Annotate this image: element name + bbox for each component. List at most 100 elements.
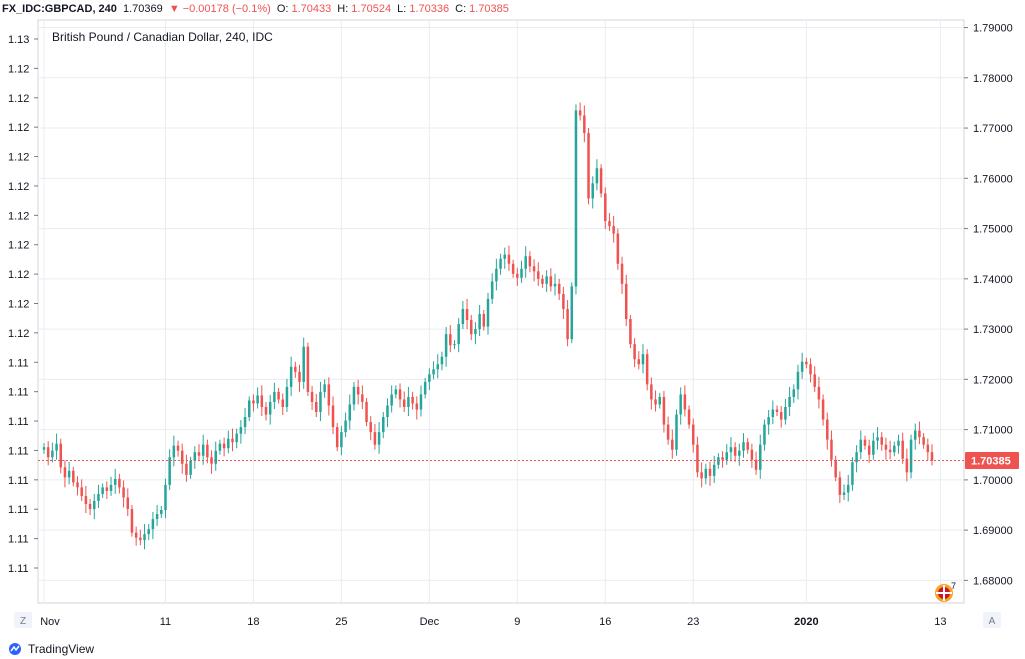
candle-body	[151, 519, 155, 530]
candle	[729, 437, 733, 462]
zoom-button[interactable]: Z	[14, 612, 32, 628]
candle	[666, 416, 670, 445]
candle-body	[645, 354, 649, 385]
candle-body	[846, 484, 850, 493]
tradingview-logo-icon[interactable]	[6, 642, 26, 656]
candle-body	[549, 276, 553, 287]
price-label-background	[965, 452, 1019, 470]
close-value: 1.70385	[469, 3, 509, 15]
plot-area[interactable]	[37, 19, 965, 604]
candle	[537, 262, 540, 286]
candle	[130, 504, 134, 537]
candle	[599, 164, 603, 198]
candle	[654, 390, 657, 412]
candle-body	[608, 221, 611, 227]
candle-body	[193, 452, 197, 461]
candle	[901, 432, 904, 464]
candle-body	[201, 444, 205, 456]
zoom-button-bg[interactable]	[14, 612, 32, 628]
candle-body	[809, 364, 812, 375]
candle	[624, 274, 628, 327]
candle-body	[909, 439, 913, 473]
candle	[315, 393, 318, 418]
candle-body	[277, 391, 280, 400]
candle-body	[365, 401, 368, 423]
candle	[298, 364, 301, 392]
auto-scale-button[interactable]: A	[983, 612, 1001, 628]
x-tick-label: 11	[160, 616, 171, 628]
candle	[650, 377, 653, 410]
candles	[42, 102, 934, 550]
price-chart[interactable]: 1.13 1.12 1.12 1.12 1.12 1.12 1.12 1.12 1.12 1.12…	[0, 0, 1025, 638]
candle-body	[118, 478, 121, 488]
candle	[160, 506, 163, 519]
right-tick-label: 1.69000	[973, 525, 1013, 537]
candle	[893, 441, 896, 457]
candle	[888, 440, 892, 460]
candle-body	[771, 409, 775, 418]
candle	[143, 524, 146, 550]
candle-body	[239, 427, 243, 434]
candle-body	[872, 440, 875, 455]
candle-body	[176, 445, 180, 451]
candle	[620, 256, 624, 294]
candle-body	[612, 226, 615, 234]
candle-body	[315, 401, 318, 413]
candle-body	[637, 359, 641, 365]
candle-body	[398, 389, 402, 400]
candle-body	[139, 537, 142, 541]
time-axis[interactable]: Nov 11 18 25 Dec 9 16 23 2020 13	[40, 616, 946, 628]
candle	[185, 454, 188, 482]
candle-body	[683, 394, 687, 410]
candle	[415, 396, 419, 420]
candle	[51, 442, 54, 463]
left-tick-label: 1.11	[8, 563, 29, 575]
candle	[566, 299, 569, 347]
left-tick-label: 1.11	[8, 357, 29, 369]
candle-body	[172, 445, 176, 458]
flag-badge[interactable]: 7	[935, 581, 956, 602]
chart-legend-title: British Pound / Canadian Dollar, 240, ID…	[52, 30, 273, 44]
candle-body	[800, 361, 804, 372]
symbol-name[interactable]: FX_IDC:GBPCAD, 240	[2, 3, 117, 15]
candle-body	[511, 263, 515, 274]
left-price-axis[interactable]: 1.13 1.12 1.12 1.12 1.12 1.12 1.12 1.12 1.12 1.12…	[8, 34, 38, 575]
candle-body	[880, 437, 883, 445]
candle-body	[130, 509, 134, 533]
candle-body	[696, 444, 699, 473]
right-tick-label: 1.70000	[973, 475, 1013, 487]
candle	[545, 270, 548, 292]
candle-body	[197, 452, 201, 456]
candle	[800, 352, 804, 379]
candle	[306, 342, 310, 396]
candle	[700, 462, 703, 488]
candle-body	[524, 256, 527, 269]
candle	[503, 247, 507, 269]
candle	[105, 481, 109, 499]
candle-body	[310, 391, 314, 402]
candle	[528, 251, 532, 273]
candle	[608, 212, 611, 232]
left-tick-label: 1.13	[8, 34, 29, 46]
right-price-axis[interactable]: 1.68000 1.69000 1.70000 1.71000 1.72000 1.730…	[964, 23, 1013, 588]
candle	[172, 435, 176, 467]
candle-body	[348, 404, 352, 421]
tradingview-brand[interactable]: TradingView	[28, 642, 95, 656]
candle-body	[222, 443, 226, 449]
candle-body	[264, 406, 268, 415]
candle-body	[478, 314, 481, 330]
candle-body	[754, 459, 758, 470]
x-tick-label: Dec	[420, 616, 440, 628]
candle	[913, 423, 917, 450]
candle	[398, 383, 402, 408]
candle-body	[507, 254, 511, 264]
candle-body	[164, 484, 167, 511]
candle	[331, 396, 335, 435]
candle	[821, 394, 825, 426]
candle-body	[842, 492, 846, 495]
candle	[691, 418, 695, 453]
candle	[796, 364, 800, 400]
auto-button-bg[interactable]	[983, 612, 1001, 628]
candle	[352, 381, 356, 411]
candle	[193, 446, 197, 469]
